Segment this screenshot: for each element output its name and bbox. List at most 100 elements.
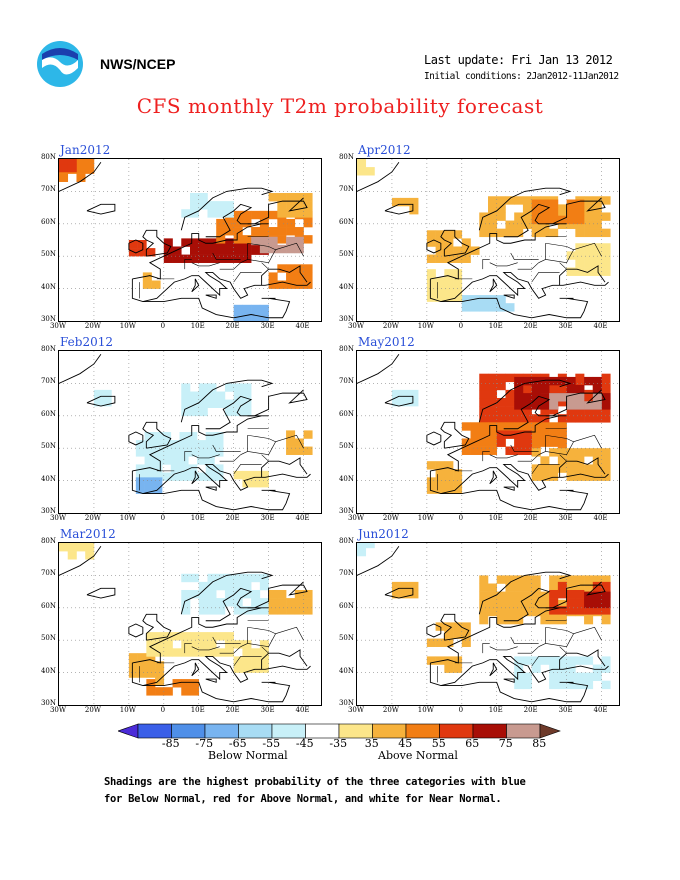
lat-label: 40N — [40, 666, 56, 675]
probability-cell — [190, 589, 200, 599]
probability-cell — [426, 638, 436, 647]
probability-cell — [268, 227, 278, 236]
probability-cell — [514, 414, 524, 423]
probability-cell — [233, 573, 243, 583]
probability-cell — [400, 589, 410, 599]
probability-cell — [584, 591, 594, 600]
probability-cell — [522, 446, 532, 455]
probability-cell — [207, 581, 217, 591]
probability-cell — [59, 163, 69, 173]
coastline — [430, 607, 567, 664]
probability-cell — [286, 280, 296, 289]
lat-label: 80N — [40, 537, 56, 545]
probability-cell — [303, 264, 313, 273]
probability-cell — [303, 201, 313, 210]
probability-cell — [216, 606, 226, 615]
probability-cell — [461, 303, 471, 312]
probability-cell — [137, 240, 147, 249]
probability-cell — [522, 422, 532, 431]
probability-cell — [575, 259, 585, 268]
probability-cell — [259, 227, 269, 236]
country-border — [517, 262, 539, 270]
probability-cell — [479, 303, 489, 312]
lon-label: 30W — [49, 322, 67, 330]
lon-label: 0 — [458, 322, 464, 330]
probability-cell — [601, 606, 611, 615]
probability-cell — [549, 598, 559, 607]
probability-cell — [163, 687, 173, 696]
probability-cell — [277, 227, 287, 236]
probability-cell — [155, 669, 165, 678]
probability-cell — [170, 448, 180, 457]
probability-cell — [251, 227, 261, 236]
probability-cell — [488, 204, 498, 213]
probability-cell — [435, 477, 445, 486]
probability-cell — [522, 591, 532, 600]
coastline — [180, 379, 274, 423]
probability-cell — [575, 373, 585, 383]
lat-label: 70N — [40, 569, 56, 578]
probability-cell — [233, 210, 243, 220]
probability-cell — [540, 599, 550, 609]
probability-cell — [592, 220, 602, 229]
coastline — [503, 581, 606, 622]
probability-cell — [488, 422, 498, 431]
probability-cell — [514, 220, 524, 229]
probability-cell — [453, 622, 463, 631]
probability-cell — [303, 598, 313, 607]
probability-cell — [584, 243, 594, 252]
probability-cell — [251, 606, 261, 615]
probability-cell — [531, 607, 541, 617]
lat-label: 50N — [40, 634, 56, 643]
probability-cell — [188, 432, 198, 441]
probability-cell — [549, 606, 559, 615]
probability-cell — [461, 622, 471, 631]
probability-cell — [557, 599, 567, 609]
lat-label: 50N — [338, 250, 354, 259]
lat-label: 50N — [338, 634, 354, 643]
probability-cell — [601, 212, 611, 221]
lon-label: 40E — [295, 322, 310, 330]
coastline — [440, 421, 470, 449]
probability-cell — [190, 573, 200, 583]
probability-cell — [601, 656, 611, 665]
probability-cell — [601, 406, 611, 415]
probability-cell — [170, 456, 180, 465]
probability-cell — [557, 204, 567, 213]
probability-cell — [584, 448, 594, 457]
probability-cell — [592, 243, 602, 252]
probability-cell — [294, 193, 304, 202]
probability-cell — [277, 598, 287, 607]
probability-cell — [426, 254, 436, 263]
lon-label: 20W — [84, 322, 101, 330]
probability-cell — [444, 293, 454, 302]
probability-cell — [496, 303, 506, 312]
probability-cell — [216, 598, 226, 607]
probability-cell — [479, 414, 489, 423]
probability-cell — [277, 244, 287, 254]
probability-cell — [601, 228, 611, 238]
map-svg — [357, 351, 619, 513]
probability-cell — [188, 464, 198, 473]
probability-cell — [488, 295, 498, 304]
probability-cell — [391, 197, 401, 207]
probability-cell — [496, 196, 506, 205]
lon-label: 0 — [160, 514, 166, 522]
probability-cell — [198, 246, 208, 255]
probability-cell — [216, 209, 226, 218]
probability-cell — [181, 383, 191, 392]
probability-cell — [207, 391, 217, 400]
probability-cell — [505, 607, 515, 617]
probability-cell — [557, 393, 567, 402]
probability-cell — [286, 209, 296, 218]
lon-label: 20E — [523, 514, 538, 522]
probability-cell — [162, 440, 172, 449]
probability-cell — [514, 656, 524, 665]
lat-label: 30N — [40, 315, 56, 323]
lat-label: 80N — [338, 345, 354, 353]
probability-cell — [435, 638, 445, 647]
probability-cell — [522, 381, 532, 391]
probability-cell — [531, 448, 541, 457]
probability-cell — [601, 615, 611, 625]
probability-cell — [216, 581, 226, 591]
